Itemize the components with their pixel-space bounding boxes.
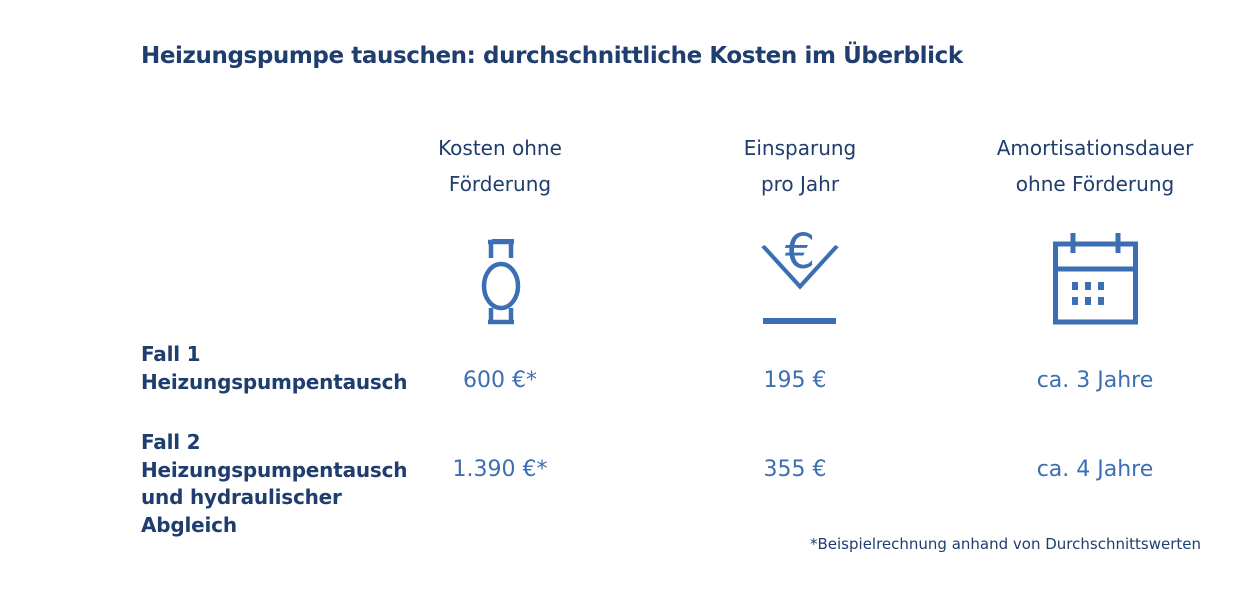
row-label-line: Fall 1: [141, 342, 201, 366]
column-header-line: Einsparung: [743, 136, 857, 160]
column-header-amortization: Amortisationsdauer ohne Förderung: [945, 130, 1245, 202]
euro-savings-icon: €: [761, 226, 839, 324]
case-2-savings: 355 €: [763, 457, 827, 482]
column-header-line: Amortisationsdauer: [996, 136, 1194, 160]
column-header-cost: Kosten ohne Förderung: [350, 130, 650, 202]
svg-text:€: €: [785, 226, 816, 280]
case-1-cost: 600 €*: [463, 368, 537, 393]
case-2-amortization: ca. 4 Jahre: [1036, 457, 1154, 482]
row-label-case-2: Fall 2 Heizungspumpentausch und hydrauli…: [141, 429, 408, 539]
row-label-line: Fall 2: [141, 430, 201, 454]
pump-icon: [481, 239, 521, 325]
calendar-icon: [1053, 233, 1138, 325]
row-label-case-1: Fall 1 Heizungspumpentausch: [141, 341, 408, 396]
case-1-amortization: ca. 3 Jahre: [1036, 368, 1154, 393]
column-header-line: ohne Förderung: [1015, 172, 1175, 196]
column-header-savings: Einsparung pro Jahr: [650, 130, 950, 202]
row-label-line: Abgleich: [141, 512, 237, 537]
footnote: *Beispielrechnung anhand von Durchschnit…: [810, 535, 1201, 553]
row-label-line: und hydraulischer: [141, 485, 342, 509]
column-header-line: Kosten ohne: [438, 136, 562, 160]
case-2-cost: 1.390 €*: [452, 457, 548, 482]
row-label-line: Heizungspumpentausch: [141, 369, 408, 394]
case-1-savings: 195 €: [763, 368, 827, 393]
column-header-line: Förderung: [448, 172, 552, 196]
row-label-line: Heizungspumpentausch: [141, 457, 408, 482]
page-title: Heizungspumpe tauschen: durchschnittlich…: [141, 43, 963, 69]
column-header-line: pro Jahr: [760, 172, 840, 196]
